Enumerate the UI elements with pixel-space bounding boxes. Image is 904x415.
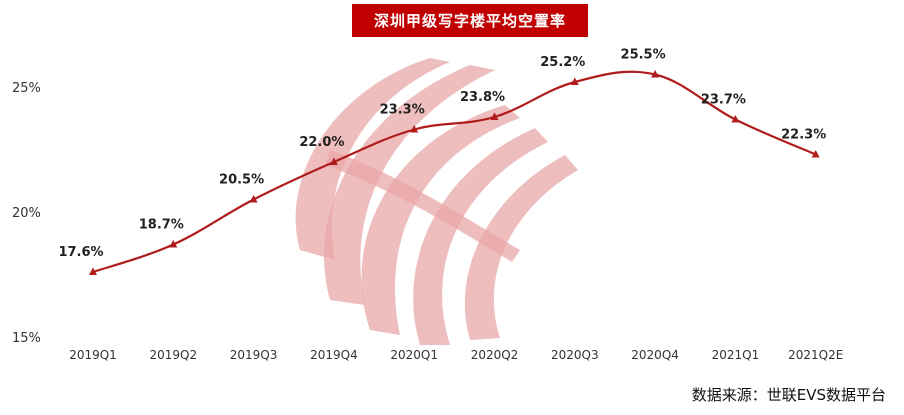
series-line xyxy=(92,70,817,274)
x-tick-label: 2019Q1 xyxy=(69,348,117,362)
data-label: 17.6% xyxy=(58,245,103,260)
data-point-marker xyxy=(570,77,579,85)
x-tick-label: 2019Q2 xyxy=(149,348,197,362)
data-label: 22.3% xyxy=(781,128,826,143)
watermark-stripe xyxy=(413,128,548,345)
x-tick-label: 2020Q4 xyxy=(631,348,679,362)
data-point-marker xyxy=(169,240,178,248)
series-line-group xyxy=(89,70,820,275)
x-axis-ticks: 2019Q1 2019Q2 2019Q3 2019Q4 2020Q1 2020Q2 2020… xyxy=(69,348,843,362)
data-source-note: 数据来源：世联EVS数据平台 xyxy=(691,386,886,404)
watermark-stripe xyxy=(295,58,450,260)
data-point-marker xyxy=(651,70,660,78)
data-point-marker xyxy=(410,125,419,133)
data-label: 18.7% xyxy=(139,218,184,233)
x-tick-label: 2021Q1 xyxy=(712,348,760,362)
y-tick-label: 15% xyxy=(12,331,41,346)
watermark-stripe xyxy=(361,105,520,335)
data-label: 23.3% xyxy=(380,103,425,118)
data-point-marker xyxy=(811,150,820,158)
watermark-logo xyxy=(295,58,578,345)
x-tick-label: 2021Q2E xyxy=(788,348,843,362)
data-label: 23.7% xyxy=(701,93,746,108)
data-point-marker xyxy=(731,115,740,123)
data-label: 25.5% xyxy=(621,48,666,63)
chart-title: 深圳甲级写字楼平均空置率 xyxy=(352,4,588,37)
x-tick-label: 2020Q2 xyxy=(471,348,519,362)
watermark-stripe xyxy=(324,65,495,305)
watermark-stripe xyxy=(325,150,520,262)
data-label: 25.2% xyxy=(540,55,585,70)
data-point-marker xyxy=(249,195,258,203)
data-label: 20.5% xyxy=(219,173,264,188)
x-tick-label: 2019Q3 xyxy=(230,348,278,362)
y-axis-ticks: 15% 20% 25% xyxy=(12,81,41,346)
data-point-marker xyxy=(89,267,97,275)
x-tick-label: 2020Q1 xyxy=(390,348,438,362)
x-tick-label: 2019Q4 xyxy=(310,348,358,362)
data-point-marker xyxy=(329,157,338,165)
y-tick-label: 20% xyxy=(12,206,41,221)
data-label: 22.0% xyxy=(299,135,344,150)
y-tick-label: 25% xyxy=(12,81,41,96)
data-label: 23.8% xyxy=(460,90,505,105)
data-point-marker xyxy=(490,112,499,120)
watermark-stripe xyxy=(464,155,578,340)
data-labels: 17.6% 18.7% 20.5% 22.0% 23.3% 23.8% 25.2% 25.5%… xyxy=(58,48,826,261)
x-tick-label: 2020Q3 xyxy=(551,348,599,362)
